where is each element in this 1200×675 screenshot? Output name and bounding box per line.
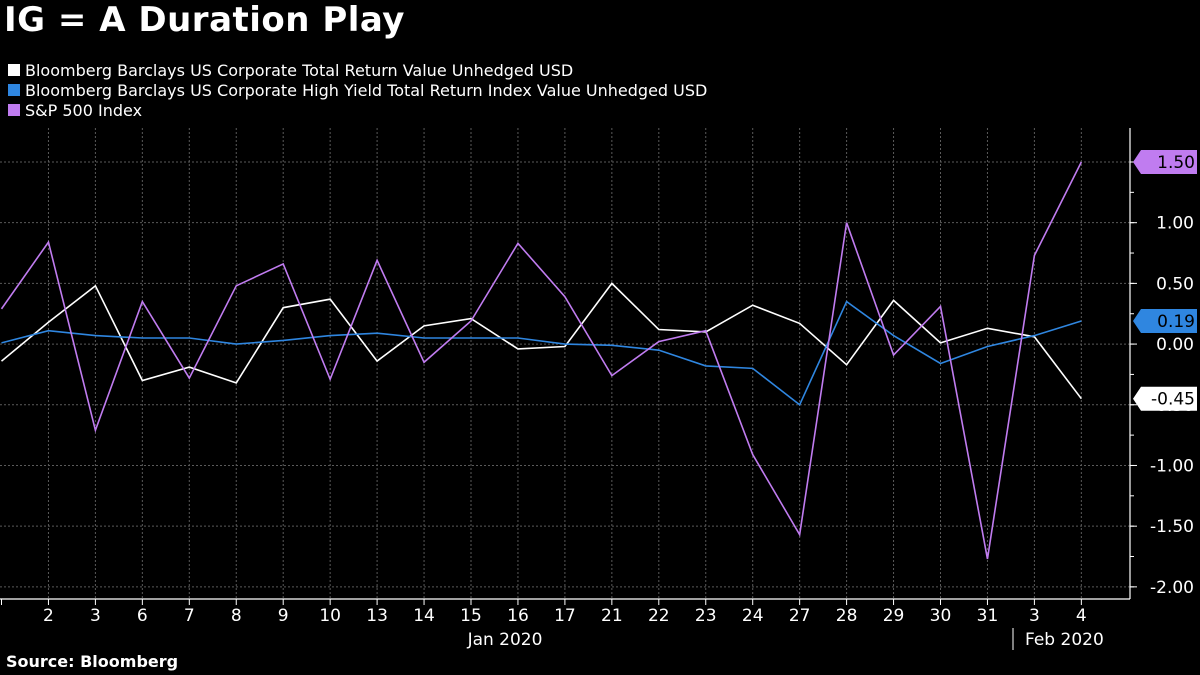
chart-title: IG = A Duration Play	[4, 0, 405, 40]
x-tick-label: 17	[554, 606, 576, 626]
y-tick-label: 0.00	[1156, 335, 1194, 355]
x-tick-label: 29	[883, 606, 905, 626]
last-value-tag-ig	[1133, 386, 1197, 411]
x-tick-label: 13	[366, 606, 388, 626]
x-tick-label: 31	[977, 606, 999, 626]
series-line-spx	[0, 161, 1083, 560]
x-tick-label: 8	[231, 606, 242, 626]
x-tick-label: 9	[278, 606, 289, 626]
y-tick-label: -1.00	[1150, 456, 1194, 476]
x-tick-label: 21	[601, 606, 623, 626]
series-line-hy	[1, 300, 1082, 407]
month-label-jan: Jan 2020	[467, 630, 543, 650]
legend-item-hy: Bloomberg Barclays US Corporate High Yie…	[8, 80, 707, 100]
legend-label-hy: Bloomberg Barclays US Corporate High Yie…	[25, 80, 708, 100]
x-tick-label: 6	[137, 606, 148, 626]
x-tick-label: 10	[319, 606, 341, 626]
legend-item-spx: S&P 500 Index	[8, 100, 707, 120]
x-tick-label: 28	[836, 606, 858, 626]
month-label-feb: Feb 2020	[1025, 630, 1104, 650]
legend-swatch-hy	[8, 84, 20, 96]
x-tick-label: 15	[460, 606, 482, 626]
legend-label-spx: S&P 500 Index	[25, 100, 143, 120]
last-value-tag-spx	[1133, 149, 1197, 174]
x-tick-label: 3	[1029, 606, 1040, 626]
x-tick-label: 27	[789, 606, 811, 626]
y-tick-label: 1.00	[1156, 214, 1194, 234]
y-tick-label: 0.50	[1156, 274, 1194, 294]
last-value-tag-hy	[1133, 309, 1197, 334]
x-tick-label: 16	[507, 606, 529, 626]
x-tick-label: 30	[930, 606, 952, 626]
legend-swatch-ig	[8, 64, 20, 76]
legend: Bloomberg Barclays US Corporate Total Re…	[8, 60, 707, 120]
legend-swatch-spx	[8, 104, 20, 116]
x-tick-label: 24	[742, 606, 764, 626]
last-value-tag-spx-label: 1.50	[1157, 153, 1195, 173]
x-tick-label: 22	[648, 606, 670, 626]
last-value-tag-ig-label: -0.45	[1151, 390, 1195, 410]
x-tick-label: 7	[184, 606, 195, 626]
x-tick-label: 14	[413, 606, 435, 626]
legend-item-ig: Bloomberg Barclays US Corporate Total Re…	[8, 60, 707, 80]
y-tick-label: -2.00	[1150, 578, 1194, 598]
source-note: Source: Bloomberg	[6, 652, 179, 671]
x-tick-label: 4	[1076, 606, 1087, 626]
last-value-tag-hy-label: 0.19	[1157, 312, 1195, 332]
x-tick-label: 2	[43, 606, 54, 626]
series-line-ig	[0, 282, 1082, 400]
legend-label-ig: Bloomberg Barclays US Corporate Total Re…	[25, 60, 574, 80]
x-tick-label: 23	[695, 606, 717, 626]
x-tick-label: 3	[90, 606, 101, 626]
y-tick-label: -1.50	[1150, 517, 1194, 537]
